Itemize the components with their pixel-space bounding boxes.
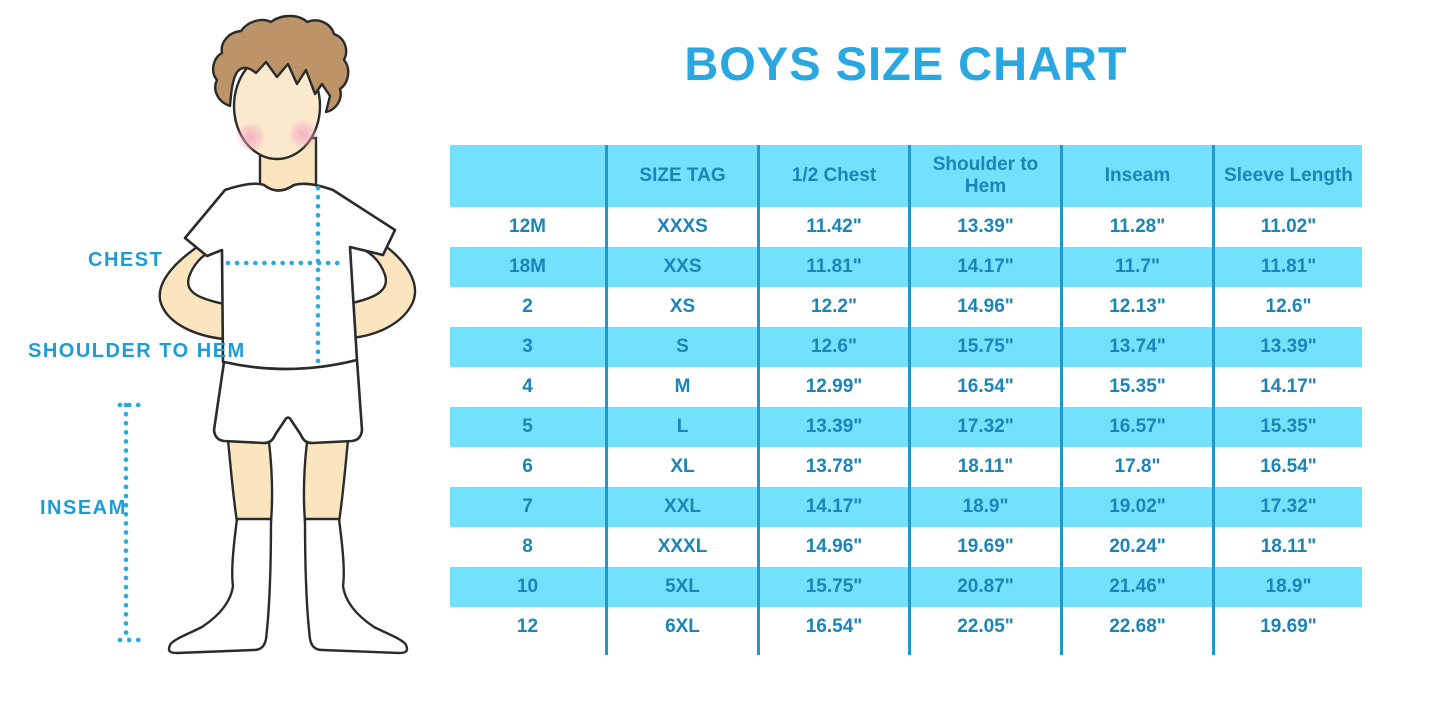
page-title: BOYS SIZE CHART [684,37,1128,90]
divider-extension [757,647,908,655]
value-cell: L [605,407,757,447]
value-cell: 16.54" [1212,447,1362,487]
size-cell: 12 [450,607,605,647]
value-cell: 14.17" [1212,367,1362,407]
value-cell: XXS [605,247,757,287]
size-cell: 3 [450,327,605,367]
size-cell: 8 [450,527,605,567]
value-cell: 11.28" [1060,207,1212,247]
value-cell: 13.39" [908,207,1060,247]
inseam-measure-line [117,402,145,643]
size-cell: 4 [450,367,605,407]
value-cell: 11.81" [1212,247,1362,287]
chest-label: CHEST [88,249,164,271]
value-cell: 17.32" [908,407,1060,447]
value-cell: 15.35" [1212,407,1362,447]
value-cell: XXXS [605,207,757,247]
inseam-label: INSEAM [40,497,127,519]
value-cell: 14.17" [908,247,1060,287]
value-cell: 19.02" [1060,487,1212,527]
value-cell: 12.6" [757,327,908,367]
value-cell: 11.02" [1212,207,1362,247]
size-table: SIZE TAG 1/2 Chest Shoulder to Hem Inseam Sl… [450,145,1362,655]
left-cheek-blush [236,122,266,152]
value-cell: 19.69" [908,527,1060,567]
value-cell: 11.81" [757,247,908,287]
value-cell: 16.54" [757,607,908,647]
value-cell: 12.2" [757,287,908,327]
size-cell: 10 [450,567,605,607]
value-cell: 15.35" [1060,367,1212,407]
size-cell: 6 [450,447,605,487]
legs [226,438,350,524]
column-header: 1/2 Chest [757,145,908,207]
value-cell: 22.05" [908,607,1060,647]
column-header: Inseam [1060,145,1212,207]
value-cell: 6XL [605,607,757,647]
value-cell: 13.39" [757,407,908,447]
value-cell: 14.96" [757,527,908,567]
value-cell: 12.6" [1212,287,1362,327]
value-cell: 16.57" [1060,407,1212,447]
value-cell: 18.9" [1212,567,1362,607]
value-cell: 18.11" [1212,527,1362,567]
value-cell: 15.75" [908,327,1060,367]
value-cell: 15.75" [757,567,908,607]
divider-extension [908,647,1060,655]
size-cell: 7 [450,487,605,527]
value-cell: XS [605,287,757,327]
value-cell: M [605,367,757,407]
value-cell: 17.32" [1212,487,1362,527]
arms [158,240,417,341]
shorts [212,358,364,445]
value-cell: 11.42" [757,207,908,247]
divider-extension [1060,647,1212,655]
value-cell: 20.24" [1060,527,1212,567]
size-cell: 18M [450,247,605,287]
value-cell: 13.39" [1212,327,1362,367]
value-cell: 13.74" [1060,327,1212,367]
value-cell: 19.69" [1212,607,1362,647]
value-cell: 22.68" [1060,607,1212,647]
shoulder-to-hem-label: SHOULDER TO HEM [28,340,246,362]
column-header: SIZE TAG [605,145,757,207]
value-cell: 12.13" [1060,287,1212,327]
value-cell: 14.96" [908,287,1060,327]
divider-extension [605,647,757,655]
value-cell: 16.54" [908,367,1060,407]
value-cell: 12.99" [757,367,908,407]
column-header [450,145,605,207]
value-cell: 5XL [605,567,757,607]
value-cell: 14.17" [757,487,908,527]
value-cell: XXXL [605,527,757,567]
column-header: Sleeve Length [1212,145,1362,207]
column-header: Shoulder to Hem [908,145,1060,207]
divider-extension [450,647,605,655]
value-cell: XL [605,447,757,487]
value-cell: 18.11" [908,447,1060,487]
socks [167,517,409,655]
size-cell: 5 [450,407,605,447]
value-cell: 18.9" [908,487,1060,527]
boy-illustration [117,14,417,655]
size-cell: 2 [450,287,605,327]
value-cell: 13.78" [757,447,908,487]
size-cell: 12M [450,207,605,247]
value-cell: S [605,327,757,367]
value-cell: 17.8" [1060,447,1212,487]
divider-extension [1212,647,1362,655]
value-cell: 11.7" [1060,247,1212,287]
value-cell: 21.46" [1060,567,1212,607]
value-cell: 20.87" [908,567,1060,607]
value-cell: XXL [605,487,757,527]
right-cheek-blush [288,119,318,149]
hair [211,14,350,114]
